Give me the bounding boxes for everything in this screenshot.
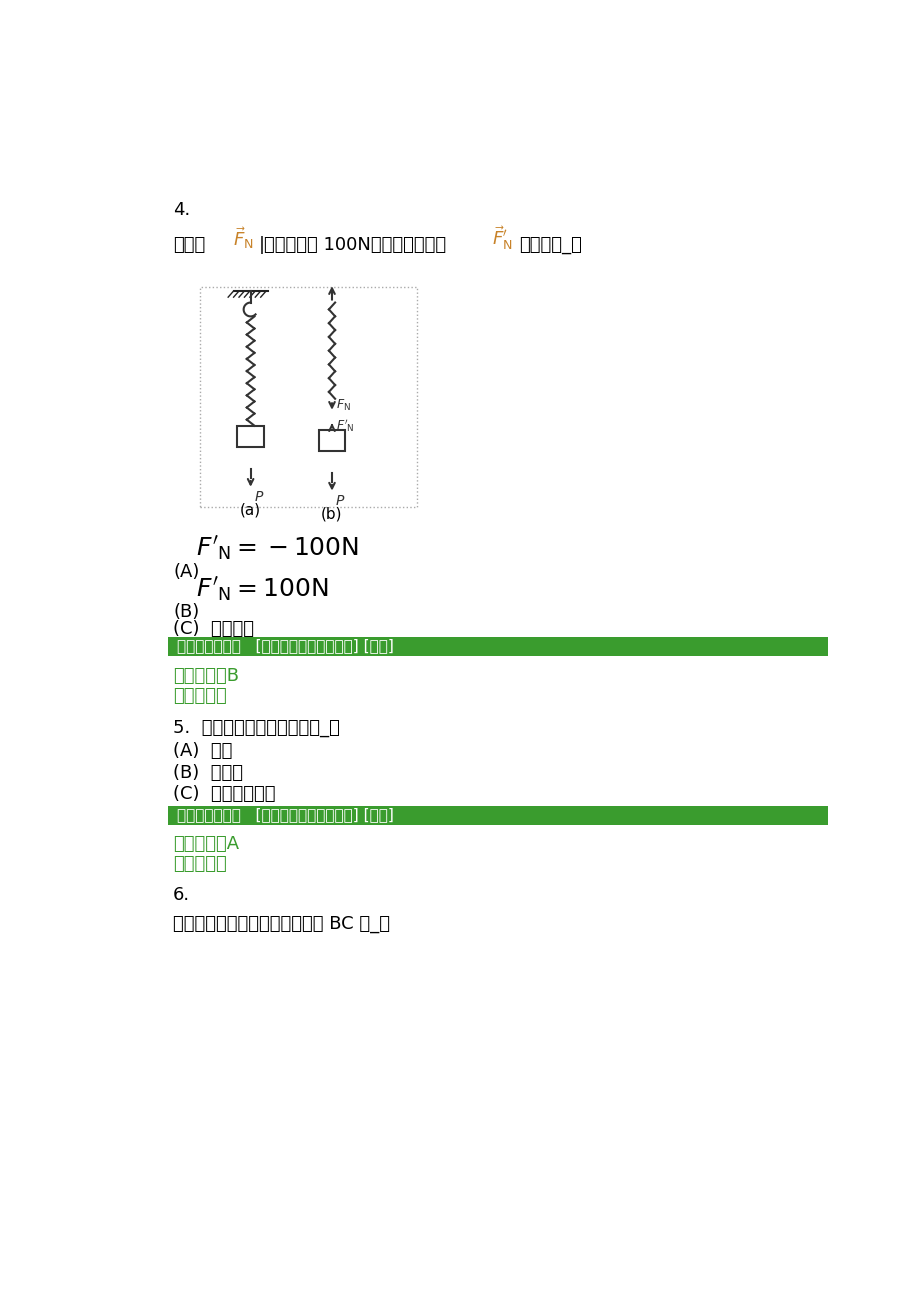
Bar — [319, 430, 345, 452]
Text: 解答参考：: 解答参考： — [173, 686, 227, 704]
Text: 正确答案：B: 正确答案：B — [173, 667, 239, 685]
Text: 6.: 6. — [173, 887, 190, 904]
Text: 的大小等于 100N，则其反作用力: 的大小等于 100N，则其反作用力 — [264, 236, 446, 254]
Text: $\vec{F}_{\mathrm{N}}'$: $\vec{F}_{\mathrm{N}}'$ — [492, 224, 513, 251]
Text: $\vec{F}_{\mathrm{N}}$: $\vec{F}_{\mathrm{N}}$ — [233, 225, 254, 251]
Text: |: | — [258, 236, 264, 254]
Text: (a): (a) — [240, 503, 261, 518]
Text: 图示结构，各杆自重不计，则杆 BC 是_。: 图示结构，各杆自重不计，则杆 BC 是_。 — [173, 915, 390, 934]
Text: $F'_{\mathrm{N}}$: $F'_{\mathrm{N}}$ — [335, 418, 354, 434]
Text: $F_{\mathrm{N}}$: $F_{\mathrm{N}}$ — [335, 397, 350, 413]
Text: 5.  力的可传性原理只适用于_。: 5. 力的可传性原理只适用于_。 — [173, 719, 340, 737]
Text: (A)  刚体: (A) 刚体 — [173, 742, 233, 760]
Text: 你选择的答案：   [前面作业中已经做正确] [正确]: 你选择的答案： [前面作业中已经做正确] [正确] — [176, 807, 393, 822]
Text: 的大小为_。: 的大小为_。 — [519, 236, 582, 254]
Bar — [237, 426, 264, 448]
Text: $P$: $P$ — [335, 495, 345, 508]
Text: (C)  不能确定: (C) 不能确定 — [173, 620, 254, 638]
Text: $F'_{\mathrm{N}} = 100\mathrm{N}$: $F'_{\mathrm{N}} = 100\mathrm{N}$ — [196, 575, 328, 604]
Bar — [167, 638, 827, 656]
Text: $F'_{\mathrm{N}} = -100\mathrm{N}$: $F'_{\mathrm{N}} = -100\mathrm{N}$ — [196, 535, 359, 562]
Text: 正确答案：A: 正确答案：A — [173, 836, 239, 853]
Text: (A): (A) — [173, 562, 199, 581]
Text: (B): (B) — [173, 603, 199, 621]
Text: (C)  刚体和变形体: (C) 刚体和变形体 — [173, 785, 276, 803]
Text: 作用力: 作用力 — [173, 236, 205, 254]
Text: 解答参考：: 解答参考： — [173, 855, 227, 874]
Bar — [167, 806, 827, 824]
Text: 4.: 4. — [173, 201, 190, 219]
Text: (b): (b) — [321, 506, 343, 522]
Text: $P$: $P$ — [254, 491, 264, 504]
Text: 你选择的答案：   [前面作业中已经做正确] [正确]: 你选择的答案： [前面作业中已经做正确] [正确] — [176, 638, 393, 654]
Text: (B)  变形体: (B) 变形体 — [173, 764, 243, 781]
